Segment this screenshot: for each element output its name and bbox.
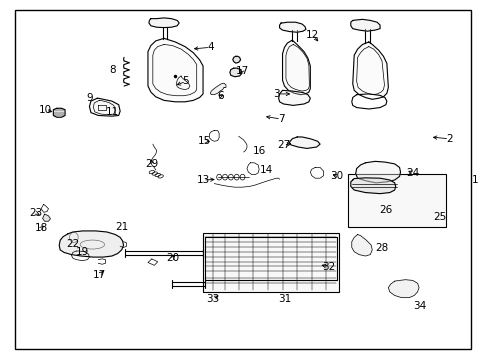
Text: 20: 20 xyxy=(165,253,179,263)
Text: 11: 11 xyxy=(106,107,119,117)
Text: 24: 24 xyxy=(405,168,419,178)
Text: 7: 7 xyxy=(277,114,284,124)
Text: 21: 21 xyxy=(115,222,128,232)
Text: 12: 12 xyxy=(305,30,319,40)
Text: 22: 22 xyxy=(66,239,80,249)
Text: 23: 23 xyxy=(30,208,43,218)
Text: 8: 8 xyxy=(109,64,116,75)
Text: 13: 13 xyxy=(196,175,209,185)
Text: 2: 2 xyxy=(445,134,452,144)
Polygon shape xyxy=(53,108,65,117)
Polygon shape xyxy=(229,68,242,77)
Polygon shape xyxy=(350,178,395,194)
Text: 26: 26 xyxy=(379,206,392,216)
Polygon shape xyxy=(59,231,123,257)
Text: 4: 4 xyxy=(206,42,213,52)
Text: 16: 16 xyxy=(252,145,265,156)
Polygon shape xyxy=(210,83,225,95)
Polygon shape xyxy=(282,40,310,95)
Text: 30: 30 xyxy=(330,171,343,181)
Text: 6: 6 xyxy=(216,91,223,102)
Text: 33: 33 xyxy=(206,294,219,304)
Text: 3: 3 xyxy=(272,89,279,99)
Text: 18: 18 xyxy=(35,224,48,233)
Text: 25: 25 xyxy=(432,212,445,221)
Text: 14: 14 xyxy=(259,165,272,175)
Text: 1: 1 xyxy=(470,175,477,185)
Text: 17: 17 xyxy=(92,270,105,280)
Text: 10: 10 xyxy=(39,105,52,115)
Text: 9: 9 xyxy=(86,93,93,103)
Polygon shape xyxy=(355,161,400,183)
Polygon shape xyxy=(350,19,379,31)
Polygon shape xyxy=(387,280,418,298)
Polygon shape xyxy=(352,42,387,99)
Polygon shape xyxy=(279,22,305,32)
Polygon shape xyxy=(42,214,50,221)
Polygon shape xyxy=(351,234,371,256)
Text: 15: 15 xyxy=(198,136,211,145)
Text: 32: 32 xyxy=(321,262,334,272)
Text: 17: 17 xyxy=(235,66,248,76)
Polygon shape xyxy=(149,18,179,28)
Text: 28: 28 xyxy=(375,243,388,253)
Polygon shape xyxy=(232,56,240,63)
Text: 27: 27 xyxy=(276,140,289,150)
Text: 31: 31 xyxy=(277,294,290,304)
Bar xyxy=(347,174,446,227)
Text: 19: 19 xyxy=(76,247,89,257)
Text: 29: 29 xyxy=(145,159,158,169)
Bar xyxy=(203,233,338,292)
Text: 5: 5 xyxy=(183,76,189,86)
Polygon shape xyxy=(278,90,310,105)
Polygon shape xyxy=(89,98,120,116)
Polygon shape xyxy=(289,137,320,148)
Polygon shape xyxy=(148,39,203,102)
Text: 34: 34 xyxy=(412,301,426,311)
